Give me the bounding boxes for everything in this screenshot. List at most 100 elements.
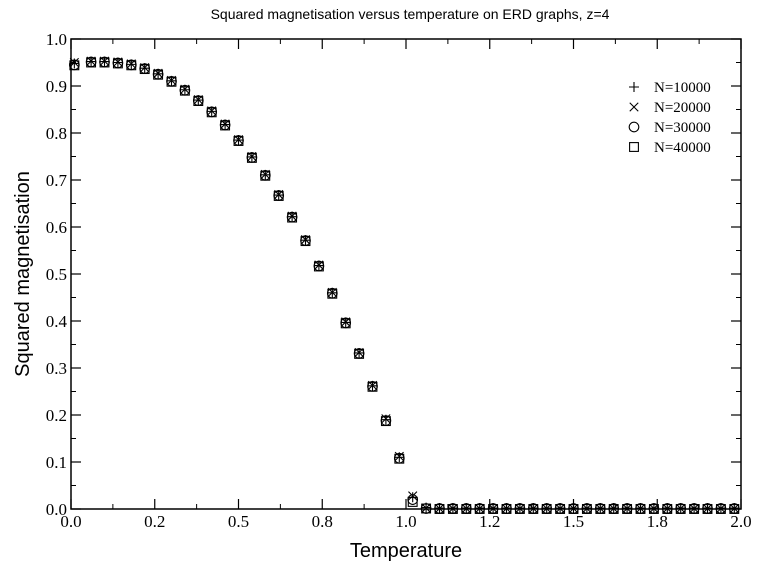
data-point-cross (448, 503, 458, 514)
y-tick-label: 1.0 (46, 30, 67, 49)
data-point-cross (716, 503, 726, 514)
data-point-cross (702, 503, 713, 514)
y-tick-label: 0.8 (46, 124, 67, 143)
data-point-square (581, 504, 592, 514)
y-tick-label: 0.1 (46, 453, 67, 472)
data-point-square (300, 236, 311, 247)
data-point-square (715, 504, 726, 514)
data-markers (68, 56, 740, 514)
data-point-square (139, 64, 150, 75)
data-point-cross (568, 503, 579, 514)
data-point-square (541, 504, 552, 514)
y-axis-label: Squared magnetisation (12, 171, 34, 377)
data-point-cross (595, 503, 605, 514)
data-point-square (380, 416, 391, 427)
data-point-square (622, 504, 633, 514)
data-point-cross (555, 503, 565, 514)
legend-marker-circle (628, 121, 640, 133)
data-point-square (662, 504, 673, 514)
data-point-square (648, 504, 659, 514)
x-tick-label: 1.8 (647, 512, 668, 531)
data-point-square (340, 318, 351, 329)
data-point-cross (649, 503, 659, 514)
x-tick-label: 2.0 (730, 512, 751, 531)
data-point-cross (501, 503, 512, 514)
data-point-square (179, 85, 190, 96)
data-point-cross (635, 503, 646, 514)
data-point-square (354, 348, 365, 359)
data-point-square (260, 170, 271, 181)
legend-label: N=10000 (654, 80, 711, 96)
x-tick-label: 0.0 (60, 512, 81, 531)
data-point-cross (542, 503, 552, 514)
data-point-cross (434, 503, 445, 514)
x-tick-label: 1.0 (395, 512, 416, 531)
data-point-square (608, 504, 619, 514)
data-point-square (474, 504, 485, 514)
y-tick-label: 0.7 (46, 171, 68, 190)
data-point-square (421, 503, 432, 514)
data-point-square (166, 76, 177, 87)
data-point-square (434, 504, 445, 514)
data-point-square (555, 504, 566, 514)
data-point-cross (689, 503, 699, 514)
data-point-cross (609, 503, 619, 514)
data-point-square (287, 212, 298, 223)
y-axis-ticks: 0.0 0.1 0.2 0.3 0.4 0.5 0.6 0.7 0.8 0.9 1.0 (46, 30, 741, 519)
y-tick-label: 0.3 (46, 359, 67, 378)
data-point-square (528, 504, 539, 514)
legend-label: N=30000 (654, 120, 711, 136)
data-point-square (313, 261, 324, 272)
data-point-cross (676, 503, 686, 514)
data-point-square (568, 504, 579, 514)
x-axis-label: Temperature (350, 540, 462, 562)
data-point-square (126, 60, 137, 71)
data-point-square (514, 504, 525, 514)
data-point-cross (515, 503, 525, 514)
data-point-cross (408, 491, 418, 501)
data-point-square (273, 191, 284, 201)
x-tick-label: 0.8 (312, 512, 333, 531)
data-point-cross (622, 503, 632, 514)
data-point-square (86, 57, 97, 68)
legend-marker-square (629, 142, 639, 152)
data-point-square (689, 504, 700, 514)
legend: N=10000 N=20000 N=30000 N=40000 (628, 80, 711, 156)
y-tick-label: 0.4 (46, 312, 68, 331)
data-point-cross (475, 503, 485, 514)
data-point-square (246, 152, 257, 163)
data-point-cross (394, 451, 404, 461)
data-point-cross (381, 414, 391, 424)
legend-label: N=40000 (654, 140, 711, 156)
x-tick-label: 0.2 (144, 512, 165, 531)
y-tick-label: 0.9 (46, 77, 67, 96)
chart-title: Squared magnetisation versus temperature… (211, 6, 610, 22)
x-tick-label: 1.2 (479, 512, 500, 531)
data-point-square (69, 60, 80, 71)
data-point-square (407, 496, 418, 507)
y-tick-label: 0.2 (46, 406, 67, 425)
data-point-square (729, 504, 740, 514)
data-point-square (501, 504, 512, 514)
data-point-square (233, 136, 244, 146)
y-tick-label: 0.0 (46, 500, 67, 519)
legend-label: N=20000 (654, 100, 711, 116)
plot-frame (70, 38, 742, 510)
data-point-square (99, 57, 110, 68)
data-point-square (327, 288, 338, 299)
data-point-square (394, 453, 405, 464)
y-tick-label: 0.6 (46, 218, 67, 237)
data-point-square (595, 504, 606, 514)
data-point-cross (582, 503, 592, 514)
data-point-square (367, 381, 378, 392)
data-point-cross (662, 503, 672, 514)
data-point-square (702, 504, 713, 514)
x-tick-label: 1.5 (563, 512, 584, 531)
data-point-square (675, 504, 686, 514)
data-point-cross (729, 503, 739, 514)
data-point-square (153, 69, 164, 80)
data-point-square (461, 504, 472, 514)
data-point-square (193, 96, 204, 106)
y-tick-label: 0.5 (46, 265, 67, 284)
legend-marker-cross (629, 102, 639, 112)
